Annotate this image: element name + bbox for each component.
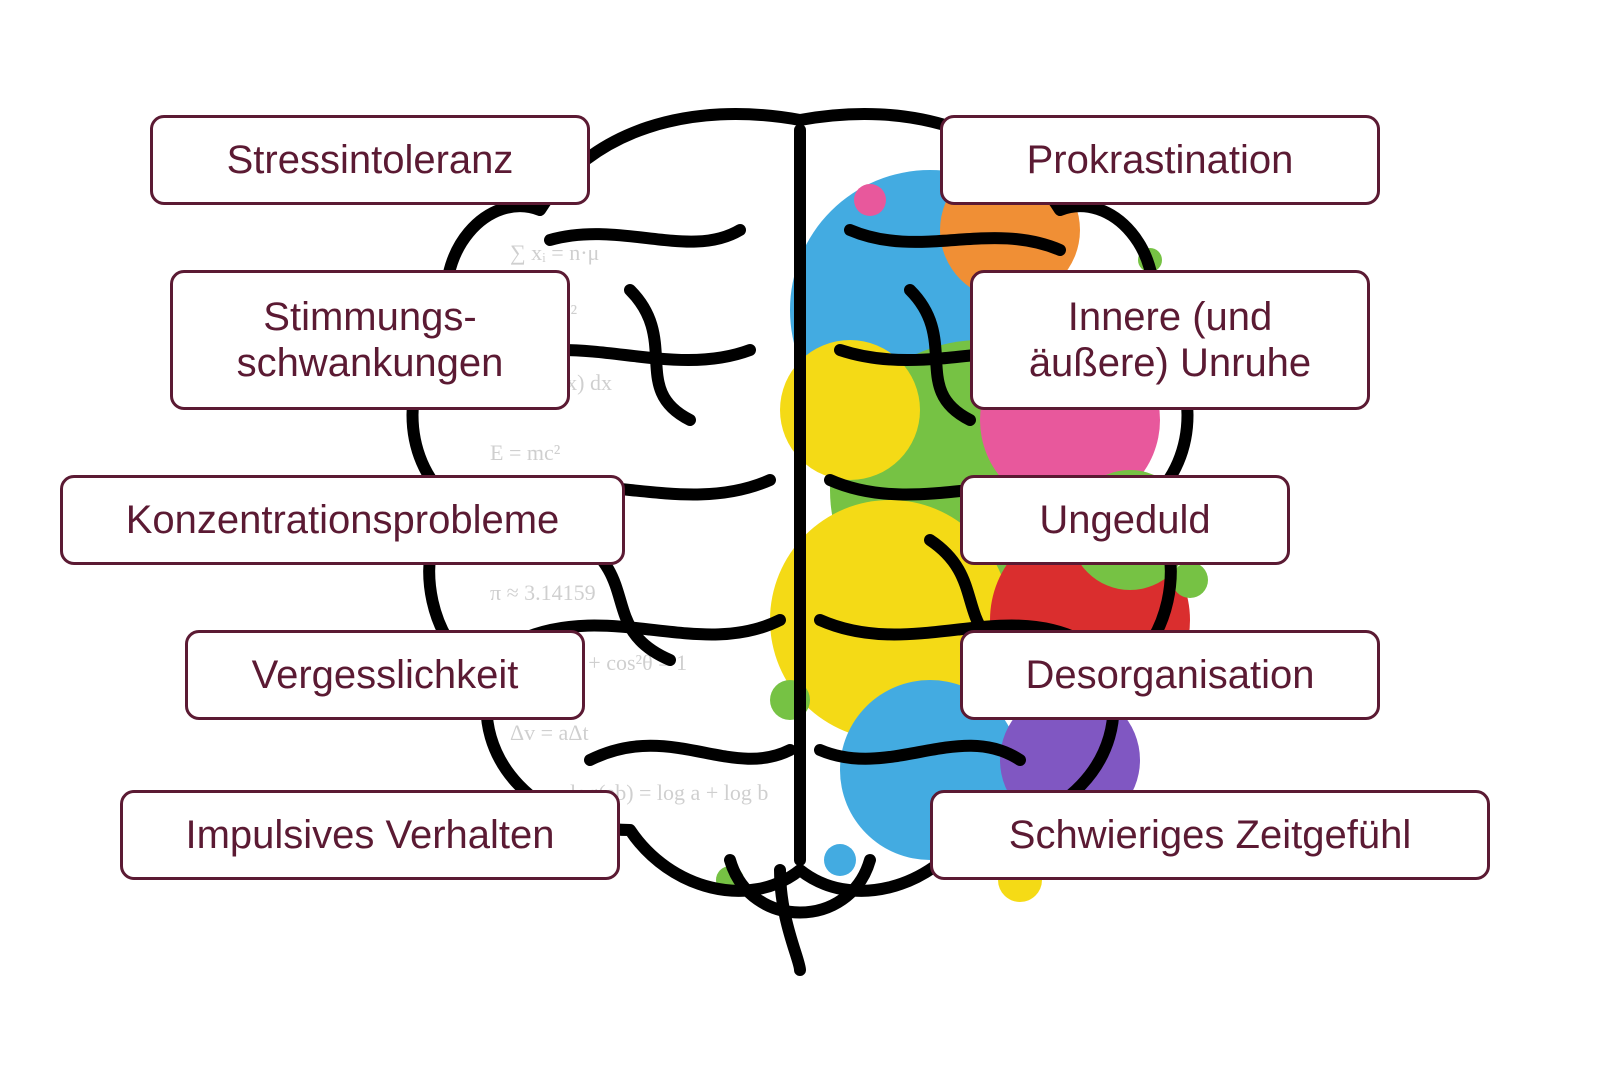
svg-text:E = mc²: E = mc² [490,440,561,465]
label-text: Stressintoleranz [227,137,514,183]
label-desorganisation: Desorganisation [960,630,1380,720]
label-ungeduld: Ungeduld [960,475,1290,565]
infographic-stage: ∑ xᵢ = n·μ a² + b² = c² ∫ f(x) dx E = mc… [0,0,1600,1080]
label-text: Stimmungs- schwankungen [237,294,504,386]
label-text: Impulsives Verhalten [185,812,554,858]
label-text: Vergesslichkeit [252,652,519,698]
label-impulsives-verhalten: Impulsives Verhalten [120,790,620,880]
label-text: Konzentrationsprobleme [126,497,560,543]
label-text: Desorganisation [1025,652,1314,698]
label-stressintoleranz: Stressintoleranz [150,115,590,205]
label-innere-unruhe: Innere (und äußere) Unruhe [970,270,1370,410]
label-prokrastination: Prokrastination [940,115,1380,205]
svg-text:Δv = aΔt: Δv = aΔt [510,720,589,745]
label-text: Innere (und äußere) Unruhe [1029,294,1311,386]
label-text: Schwieriges Zeitgefühl [1009,812,1411,858]
label-vergesslichkeit: Vergesslichkeit [185,630,585,720]
label-stimmungsschwankungen: Stimmungs- schwankungen [170,270,570,410]
label-schwieriges-zeitgefuehl: Schwieriges Zeitgefühl [930,790,1490,880]
label-text: Prokrastination [1027,137,1294,183]
label-text: Ungeduld [1039,497,1210,543]
label-konzentrationsprobleme: Konzentrationsprobleme [60,475,625,565]
svg-text:π ≈ 3.14159: π ≈ 3.14159 [490,580,596,605]
